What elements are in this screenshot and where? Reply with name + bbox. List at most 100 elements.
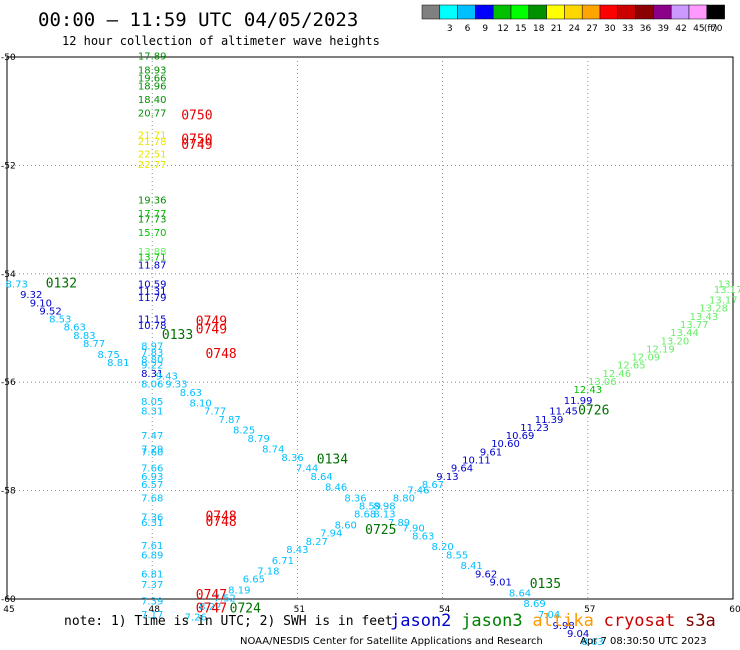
wave-height-value: 7.66 (141, 464, 163, 475)
wave-height-value: 21.71 (138, 130, 167, 141)
wave-height-value: 13.17 (714, 285, 740, 296)
legend-swatch (421, 4, 441, 20)
satellite-legend: jason2 jason3 altika cryosat s3a (390, 611, 716, 631)
y-tick-label: -56 (1, 378, 16, 388)
wave-height-value: 8.83 (73, 331, 95, 342)
wave-height-value: 9.01 (490, 577, 512, 588)
wave-height-value: 21.78 (138, 137, 167, 148)
wave-height-value: 8.63 (64, 323, 86, 334)
wave-height-value: 11.23 (520, 423, 549, 434)
wave-height-value: 20.77 (138, 109, 167, 120)
wave-height-value: 13.77 (680, 320, 709, 331)
wave-height-value: 7.26 (185, 613, 207, 624)
wave-height-value: 7.61 (141, 541, 163, 552)
pass-time-label: 0750 (181, 133, 212, 148)
wave-height-value: 9.98 (552, 621, 574, 632)
y-tick-label: -54 (1, 270, 16, 280)
wave-height-value: 10.59 (138, 279, 167, 290)
pass-time-label: 0749 (181, 138, 212, 153)
legend-label: 30 (604, 24, 616, 34)
plot-area: 45 48 51 54 57 60 -50 -52 -54 -56 -58 -60 17.89 18.… (1, 52, 740, 648)
wave-height-value: 13.20 (661, 336, 690, 347)
wave-height-value: 8.13 (373, 510, 395, 521)
pass-time-label: 0747 (196, 588, 227, 603)
generated-timestamp: Apr 7 08:30:50 UTC 2023 (580, 636, 707, 647)
wave-height-value: 19.66 (138, 73, 167, 84)
x-tick-labels: 45 48 51 54 57 60 (3, 605, 740, 615)
wave-height-value: 11.45 (549, 407, 578, 418)
wave-height-value: 8.27 (306, 537, 328, 548)
wave-height-value: 8.10 (189, 399, 211, 410)
y-tick-label: -58 (1, 487, 16, 497)
legend-label: 3 (447, 24, 453, 34)
wave-height-value: 10.69 (506, 431, 535, 442)
wave-height-value: 6.93 (141, 472, 163, 483)
pass-time-label: 0133 (162, 328, 193, 343)
wave-height-value: 8.63 (412, 531, 434, 542)
wave-height-value: 8.63 (582, 637, 604, 648)
wave-height-value: 8.53 (49, 315, 71, 326)
wave-height-value: 11.87 (138, 260, 167, 271)
wave-height-value: 13.71 (138, 252, 167, 263)
wave-height-value: 11.99 (564, 396, 593, 407)
wave-height-value: 9.62 (475, 569, 497, 580)
wave-height-value: 9.64 (451, 464, 473, 475)
legend-swatch (706, 4, 725, 20)
pass-time-label: 0135 (530, 577, 561, 592)
wave-height-value: 8.73 (6, 279, 28, 290)
wave-height-value: 8.19 (228, 586, 250, 597)
pass-labels: 0750075007490132074907490133074801340726… (46, 108, 610, 616)
wave-height-value: 8.77 (83, 339, 105, 350)
note-text: note: 1) Time is in UTC; 2) SWH is in fe… (64, 614, 393, 629)
legend-label: 12 (497, 24, 508, 34)
wave-height-value: 8.36 (344, 493, 366, 504)
legend-swatch (688, 4, 708, 20)
legend-swatch (546, 4, 565, 20)
wave-height-value: 8.31 (141, 407, 163, 418)
wave-height-value: 7.37 (141, 580, 163, 591)
wave-height-value: 12.43 (573, 385, 602, 396)
y-tick-label: -50 (1, 53, 16, 63)
wave-height-value: 7.77 (204, 407, 226, 418)
wave-height-value: 8.67 (422, 480, 444, 491)
wave-height-value: 8.05 (141, 397, 163, 408)
wave-height-value: 18.93 (138, 65, 167, 76)
x-tick-label: 48 (148, 605, 160, 615)
legend-label: 18 (533, 24, 545, 34)
legend-unit: (ft) (704, 24, 718, 34)
legend-label: 15 (515, 24, 526, 34)
wave-height-value: 8.20 (431, 542, 453, 553)
wave-height-value: 7.17 (141, 610, 163, 621)
wave-height-value: 13. (718, 279, 734, 290)
wave-height-value: 11.15 (138, 315, 167, 326)
wave-height-value: 7.46 (407, 485, 429, 496)
wave-height-value: 12.65 (617, 361, 646, 372)
wave-height-value: 7.60 (141, 447, 163, 458)
wave-height-value: 7.47 (141, 431, 163, 442)
wave-height-value: 8.55 (446, 550, 468, 561)
wave-height-value: 8.60 (335, 521, 357, 532)
wave-height-value: 8.59 (359, 502, 381, 513)
wave-height-value: 8.46 (325, 483, 347, 494)
legend-label: 45 (693, 24, 704, 34)
pass-time-label: 0132 (46, 276, 77, 291)
wave-height-value: 7.44 (296, 464, 318, 475)
wave-height-value: 18.40 (138, 95, 167, 106)
wave-height-value: 8.63 (180, 388, 202, 399)
wave-height-value: 11.39 (535, 415, 564, 426)
legend-label: 24 (569, 24, 581, 34)
chart-title: 00:00 — 11:59 UTC 04/05/2023 (38, 9, 358, 31)
plot-border (6, 56, 734, 600)
gridlines (7, 57, 733, 599)
wave-height-value: 8.74 (262, 445, 284, 456)
legend-swatch (581, 4, 601, 20)
chart-subtitle: 12 hour collection of altimeter wave hei… (62, 34, 380, 48)
wave-height-value: 8.64 (509, 588, 531, 599)
wave-height-value: 7.52 (214, 594, 236, 605)
credit-text: NOAA/NESDIS Center for Satellite Applica… (240, 636, 543, 647)
wave-height-value: 7.87 (219, 415, 241, 426)
x-tick-label: 57 (584, 605, 595, 615)
x-tick-label: 51 (294, 605, 305, 615)
